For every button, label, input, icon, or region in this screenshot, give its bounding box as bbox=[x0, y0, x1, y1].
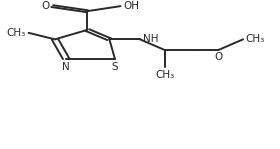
Text: O: O bbox=[41, 1, 50, 11]
Text: OH: OH bbox=[123, 1, 139, 11]
Text: CH₃: CH₃ bbox=[246, 34, 265, 44]
Text: N: N bbox=[62, 62, 70, 72]
Text: NH: NH bbox=[143, 34, 158, 44]
Text: S: S bbox=[112, 62, 118, 72]
Text: CH₃: CH₃ bbox=[6, 28, 26, 38]
Text: CH₃: CH₃ bbox=[155, 70, 175, 80]
Text: O: O bbox=[214, 52, 222, 62]
